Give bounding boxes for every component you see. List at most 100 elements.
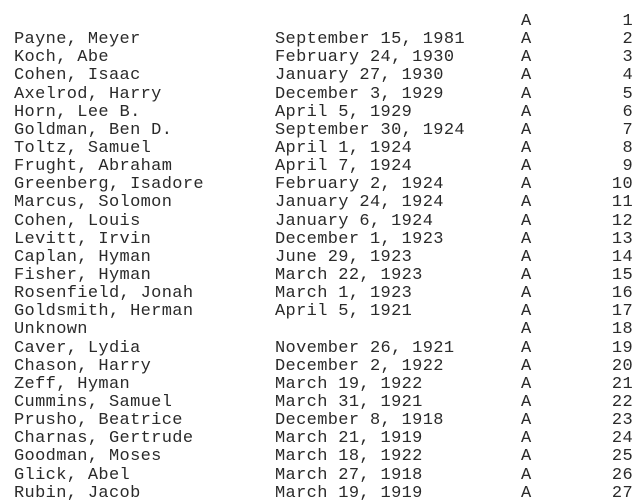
record-name: Payne, Meyer: [14, 30, 141, 50]
record-row: Koch, Abe February 24, 1930 A 3: [0, 49, 633, 67]
record-date: March 31, 1921: [275, 392, 423, 412]
record-date: June 29, 1923: [275, 247, 413, 267]
record-row: Prusho, Beatrice December 8, 1918 A 23: [0, 411, 633, 431]
record-code: A: [521, 12, 532, 31]
record-row: Caver, Lydia November 26, 1921 A 19: [0, 338, 633, 358]
record-code: A: [521, 175, 532, 195]
record-date: January 24, 1924: [275, 193, 444, 213]
record-row: Rubin, Jacob March 19, 1919 A 27: [0, 483, 633, 503]
record-number: 11: [611, 193, 633, 213]
record-number: 2: [622, 30, 633, 50]
record-code: A: [521, 374, 532, 394]
record-number: 8: [622, 138, 633, 158]
record-row: Payne, Meyer September 15, 1981 A 2: [0, 30, 633, 50]
record-date: November 26, 1921: [275, 338, 455, 358]
record-code: A: [521, 157, 532, 177]
record-code: A: [521, 429, 532, 449]
record-date: March 22, 1923: [275, 265, 423, 285]
record-date: January 6, 1924: [275, 211, 434, 231]
record-code: A: [521, 102, 532, 122]
record-row: Cummins, Samuel March 31, 1921 A 22: [0, 392, 633, 412]
record-row: Marcus, Solomon January 24, 1924 A 11: [0, 194, 633, 212]
record-number: 13: [611, 229, 633, 249]
record-number: 3: [622, 48, 633, 68]
record-code: A: [521, 120, 532, 140]
record-name: Fisher, Hyman: [14, 265, 152, 285]
record-name: Unknown: [14, 320, 88, 340]
record-row: Cohen, Isaac January 27, 1930 A 4: [0, 67, 633, 85]
record-code: A: [521, 66, 532, 86]
record-name: Rubin, Jacob: [14, 483, 141, 503]
record-date: April 5, 1921: [275, 302, 413, 322]
record-date: September 30, 1924: [275, 120, 465, 140]
record-row: Horn, Lee B. April 5, 1929 A 6: [0, 102, 633, 122]
record-date: February 24, 1930: [275, 48, 455, 68]
record-row: Greenberg, Isadore February 2, 1924 A 10: [0, 176, 633, 194]
record-date: December 1, 1923: [275, 229, 444, 249]
record-name: Charnas, Gertrude: [14, 429, 194, 449]
record-code: A: [521, 229, 532, 249]
record-name: Horn, Lee B.: [14, 102, 141, 122]
record-name: Toltz, Samuel: [14, 138, 152, 158]
record-name: Prusho, Beatrice: [14, 411, 183, 431]
record-code: A: [521, 320, 532, 340]
record-number: 18: [611, 320, 633, 340]
record-code: A: [521, 392, 532, 412]
record-name: Caver, Lydia: [14, 338, 141, 358]
record-code: A: [521, 193, 532, 213]
record-date: January 27, 1930: [275, 66, 444, 86]
record-row: Rosenfield, Jonah March 1, 1923 A 16: [0, 284, 633, 304]
record-name: Cohen, Isaac: [14, 66, 141, 86]
record-row: Goldman, Ben D. September 30, 1924 A 7: [0, 120, 633, 140]
record-date: March 18, 1922: [275, 447, 423, 467]
record-row: Chason, Harry December 2, 1922 A 20: [0, 356, 633, 376]
record-number: 16: [611, 284, 633, 304]
record-date: April 5, 1929: [275, 102, 413, 122]
record-code: A: [521, 356, 532, 376]
record-code: A: [521, 84, 532, 104]
record-number: 27: [611, 483, 633, 503]
record-name: Axelrod, Harry: [14, 84, 162, 104]
record-code: A: [521, 302, 532, 322]
record-date: February 2, 1924: [275, 175, 444, 195]
record-row: Goldsmith, Herman April 5, 1921 A 17: [0, 303, 633, 321]
record-row: Axelrod, Harry December 3, 1929 A 5: [0, 84, 633, 104]
record-row: Levitt, Irvin December 1, 1923 A 13: [0, 229, 633, 249]
record-name: Cohen, Louis: [14, 211, 141, 231]
record-name: Levitt, Irvin: [14, 229, 152, 249]
record-code: A: [521, 284, 532, 304]
record-code: A: [521, 483, 532, 503]
record-code: A: [521, 465, 532, 485]
record-number: 24: [611, 429, 633, 449]
record-name: Cummins, Samuel: [14, 392, 173, 412]
record-date: September 15, 1981: [275, 30, 465, 50]
record-code: A: [521, 338, 532, 358]
record-name: Chason, Harry: [14, 356, 152, 376]
record-name: Koch, Abe: [14, 48, 109, 68]
record-number: 21: [611, 374, 633, 394]
record-date: March 19, 1922: [275, 374, 423, 394]
record-number: 19: [611, 338, 633, 358]
record-code: A: [521, 211, 532, 231]
record-number: 5: [622, 84, 633, 104]
record-name: Marcus, Solomon: [14, 193, 173, 213]
record-number: 26: [611, 465, 633, 485]
record-number: 15: [611, 265, 633, 285]
record-date: March 27, 1918: [275, 465, 423, 485]
record-name: Goldsmith, Herman: [14, 302, 194, 322]
record-code: A: [521, 30, 532, 50]
record-name: Rosenfield, Jonah: [14, 284, 194, 304]
record-number: 20: [611, 356, 633, 376]
record-name: Greenberg, Isadore: [14, 175, 204, 195]
record-date: December 8, 1918: [275, 411, 444, 431]
record-name: Goodman, Moses: [14, 447, 162, 467]
record-row: Fisher, Hyman March 22, 1923 A 15: [0, 265, 633, 285]
record-date: December 3, 1929: [275, 84, 444, 104]
record-name: Caplan, Hyman: [14, 247, 152, 267]
record-code: A: [521, 48, 532, 68]
record-date: April 1, 1924: [275, 138, 413, 158]
record-number: 7: [622, 120, 633, 140]
record-number: 12: [611, 211, 633, 231]
record-name: Goldman, Ben D.: [14, 120, 173, 140]
